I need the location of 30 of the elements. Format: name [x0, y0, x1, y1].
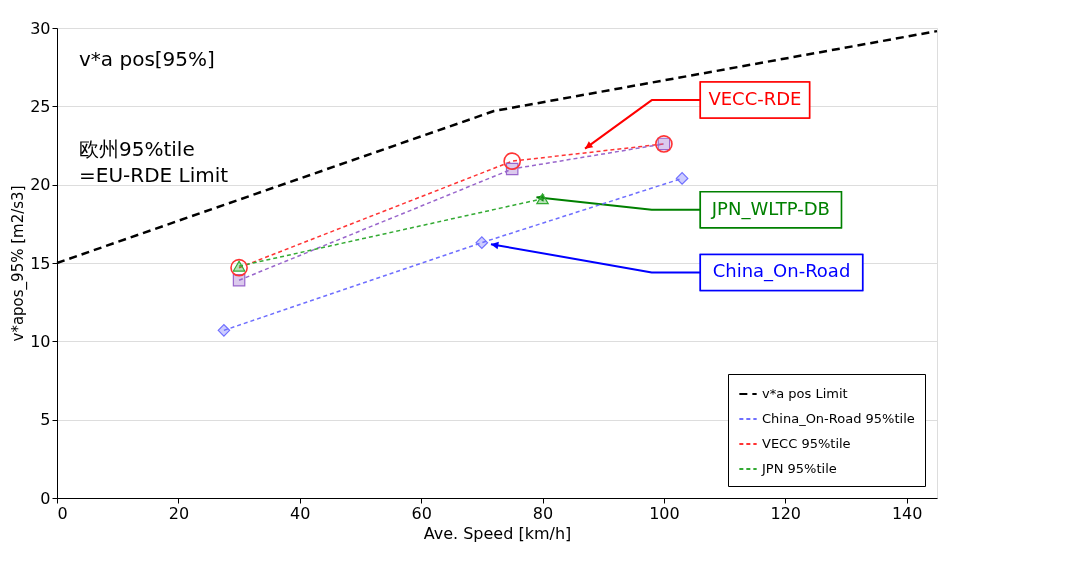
x-axis-title: Ave. Speed [km/h] [423, 523, 572, 543]
point [475, 236, 489, 249]
legend-label: VECC 95%tile [762, 436, 851, 451]
x-tick-label: 100 [649, 503, 680, 523]
legend-label: v*a pos Limit [762, 386, 848, 401]
annotation: JPN_WLTP-DB [710, 197, 830, 220]
annotation: 欧州95%tile =EU-RDE Limit [79, 137, 229, 187]
y-axis-title: v*apos_95% [m2/s3] [9, 185, 29, 342]
annotation: China_On-Road [712, 260, 851, 283]
x-tick-label: 140 [891, 503, 923, 523]
point [217, 324, 231, 337]
y-tick-label: 15 [30, 253, 51, 273]
y-tick-label: 20 [30, 175, 51, 195]
y-tick-label: 5 [40, 410, 51, 430]
legend-label: China_On-Road 95%tile [762, 411, 915, 426]
x-tick-label: 60 [411, 503, 432, 523]
x-tick-label: 80 [532, 503, 554, 523]
y-tick-label: 10 [30, 331, 51, 351]
x-tick-label: 40 [290, 503, 311, 523]
annotation: v*a pos[95%] [79, 47, 215, 71]
point [675, 172, 689, 185]
x-tick-label: 0 [57, 503, 68, 523]
annotation: VECC-RDE [708, 88, 802, 110]
legend-label: JPN 95%tile [761, 461, 837, 476]
x-tick-label: 20 [168, 503, 190, 523]
y-tick-label: 30 [30, 18, 51, 38]
y-tick-label: 25 [30, 96, 51, 116]
y-tick-label: 0 [40, 488, 51, 508]
point [503, 152, 522, 171]
x-tick-label: 120 [770, 503, 802, 523]
